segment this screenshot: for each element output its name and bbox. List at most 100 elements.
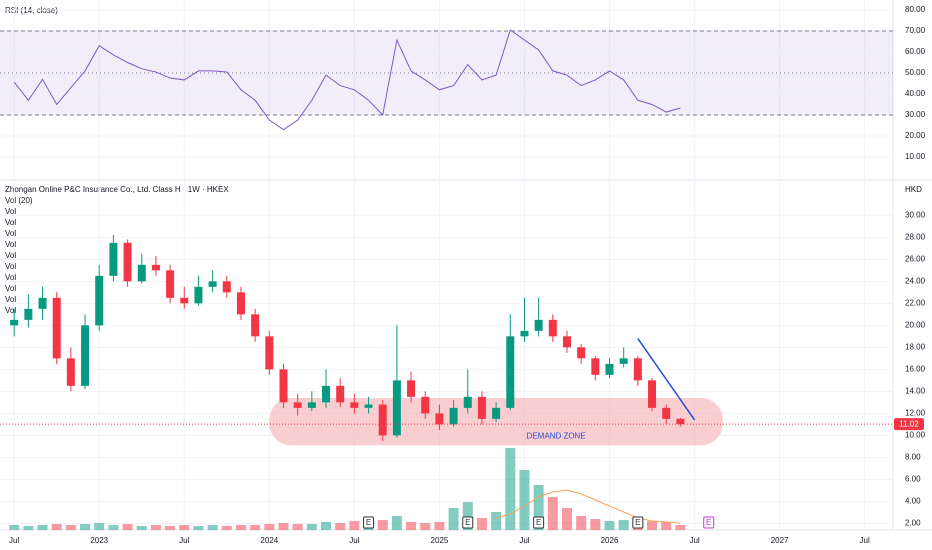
x-tick-label: 2023 <box>90 536 108 545</box>
volume-bar <box>65 525 76 530</box>
y-tick-label: 20.00 <box>905 320 926 329</box>
last-price-label: 11.02 <box>899 419 919 428</box>
legend-row: Vol <box>5 207 16 216</box>
volume-bar <box>476 518 487 530</box>
candle-body <box>619 358 628 364</box>
candle-body <box>534 319 543 331</box>
volume-bar <box>278 523 289 530</box>
volume-bar <box>94 523 105 530</box>
candle-body <box>24 308 33 320</box>
volume-bar <box>462 502 473 530</box>
legend-row: Vol <box>5 295 16 304</box>
legend-row: Vol <box>5 240 16 249</box>
volume-bar <box>420 523 431 530</box>
event-marker <box>462 516 474 529</box>
zone-label: DEMAND ZONE <box>527 431 586 440</box>
candle-body <box>322 385 331 403</box>
currency: HKD <box>905 185 922 194</box>
y-tick-label: 8.00 <box>905 452 921 461</box>
volume-bar <box>590 519 601 530</box>
rsi-tick-label: 10.00 <box>905 152 926 161</box>
candle-body <box>251 314 260 337</box>
candle-body <box>38 297 47 309</box>
volume-ma-line <box>495 489 681 524</box>
volume-bar <box>647 521 658 530</box>
x-tick-label: Jul <box>519 536 529 545</box>
y-tick-label: 2.00 <box>905 519 921 528</box>
candle-body <box>633 358 642 381</box>
volume-bar <box>448 508 459 530</box>
y-tick-label: 24.00 <box>905 276 926 285</box>
volume-bar <box>675 525 686 530</box>
volume-bar <box>221 526 232 530</box>
volume-bar <box>661 522 672 530</box>
candle-body <box>194 286 203 304</box>
volume-bar <box>561 508 572 530</box>
volume-bar <box>207 525 218 530</box>
volume-bar <box>306 524 317 530</box>
candle-body <box>137 264 146 282</box>
y-tick-label: 26.00 <box>905 254 926 263</box>
volume-bar <box>391 516 402 530</box>
event-label: E <box>465 518 470 527</box>
y-tick-label: 14.00 <box>905 386 926 395</box>
volume-bar <box>9 525 20 530</box>
rsi-tick-label: 80.00 <box>905 5 926 14</box>
legend-row: Vol <box>5 251 16 260</box>
volume-label: Vol (20) <box>5 196 33 205</box>
volume-bar <box>235 525 246 530</box>
candle-body <box>477 396 486 419</box>
candle-body <box>123 242 132 282</box>
y-tick-label: 22.00 <box>905 298 926 307</box>
legend-row: Vol <box>5 284 16 293</box>
legend-row: Vol <box>5 229 16 238</box>
volume-bar <box>576 516 587 530</box>
chart-title: Zhongan Online P&C Insurance Co., Ltd. C… <box>5 185 229 194</box>
volume-bar <box>533 485 544 530</box>
x-tick-label: 2024 <box>260 536 278 545</box>
candle-body <box>676 418 685 425</box>
candle-body <box>109 242 118 276</box>
candle-body <box>151 264 160 271</box>
candle-body <box>591 358 600 375</box>
volume-bar <box>618 520 629 530</box>
x-tick-label: 2026 <box>601 536 619 545</box>
candle-body <box>166 270 175 298</box>
rsi-tick-label: 60.00 <box>905 47 926 56</box>
y-tick-label: 10.00 <box>905 430 926 439</box>
event-label: E <box>366 518 371 527</box>
volume-bar <box>150 525 161 530</box>
candle-body <box>662 407 671 419</box>
candle-body <box>336 385 345 403</box>
candle-body <box>208 281 217 287</box>
candle-body <box>279 369 288 403</box>
candle-body <box>180 297 189 304</box>
rsi-tick-label: 20.00 <box>905 131 926 140</box>
candle-body <box>307 402 316 408</box>
volume-bar <box>51 524 62 530</box>
legend-row: Vol <box>5 273 16 282</box>
volume-bar <box>434 522 445 530</box>
rsi-line <box>13 29 681 131</box>
event-marker <box>533 516 545 529</box>
event-marker <box>363 516 375 529</box>
x-tick-label: Jul <box>689 536 699 545</box>
event-label: E <box>706 518 711 527</box>
candle-body <box>392 380 401 436</box>
y-tick-label: 30.00 <box>905 210 926 219</box>
candle-body <box>52 297 61 359</box>
candle-body <box>378 404 387 436</box>
candle-body <box>520 330 529 337</box>
legend-row: Vol <box>5 306 16 315</box>
candle-body <box>66 358 75 386</box>
volume-bar <box>491 512 502 530</box>
candle-body <box>364 404 373 408</box>
rsi-tick-label: 50.00 <box>905 68 926 77</box>
candle-body <box>562 336 571 348</box>
candle-body <box>648 380 657 408</box>
x-tick-label: 2025 <box>431 536 449 545</box>
volume-bar <box>193 526 204 530</box>
volume-bar <box>349 521 360 530</box>
volume-bar <box>547 497 558 530</box>
